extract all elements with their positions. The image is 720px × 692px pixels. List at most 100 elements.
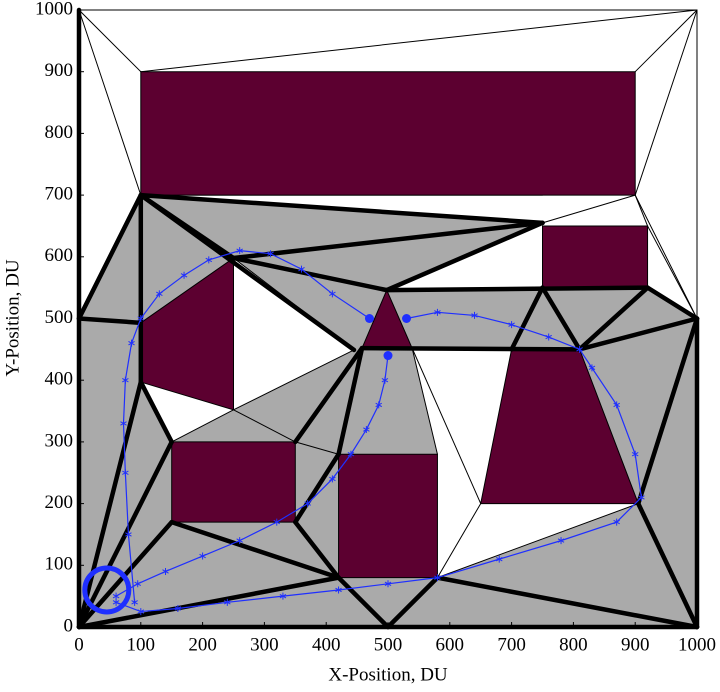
path-marker: [224, 598, 231, 606]
cell-boundary: [76, 192, 144, 321]
endpoint: [383, 351, 393, 361]
cell-boundary: [645, 285, 700, 321]
x-tick-label: 600: [436, 634, 465, 655]
path-marker: [588, 364, 596, 372]
y-tick-label: 400: [45, 369, 74, 390]
triangulation-edge: [634, 194, 698, 319]
path-marker: [384, 580, 392, 588]
path-marker: [613, 401, 620, 409]
triangulation-edge: [78, 9, 142, 73]
path-marker: [205, 256, 213, 264]
path-marker: [112, 592, 120, 600]
path-marker: [329, 290, 336, 298]
triangulation-edge: [171, 409, 234, 443]
x-tick-label: 700: [497, 634, 526, 655]
endpoint: [364, 314, 374, 323]
path-marker: [298, 265, 305, 273]
y-tick-label: 800: [45, 122, 74, 143]
path-marker: [128, 339, 135, 347]
triangulation-edge: [436, 503, 639, 579]
cell-boundary: [336, 345, 365, 457]
clear-region: [233, 258, 355, 410]
cell-boundary: [636, 316, 700, 506]
cell-boundary: [540, 285, 582, 352]
path-marker: [125, 530, 132, 538]
triangulation-edge: [634, 9, 698, 73]
path-marker: [638, 493, 645, 501]
y-axis-label: Y-Position, DU: [2, 259, 23, 376]
path-marker: [545, 333, 552, 341]
cell-boundary: [138, 379, 174, 445]
y-tick-label: 300: [45, 430, 74, 451]
cell-boundary: [76, 575, 341, 630]
cell-boundary: [76, 379, 144, 630]
path-marker: [137, 608, 145, 616]
triangulation-edge: [233, 349, 355, 411]
y-tick-label: 100: [45, 554, 74, 575]
path-marker: [557, 537, 565, 545]
cell-boundary: [76, 439, 174, 630]
y-tick-label: 200: [45, 492, 74, 513]
triangulation-edge: [411, 347, 438, 455]
path-marker: [613, 518, 620, 526]
cell-boundary: [636, 501, 700, 630]
triangulation-edge: [436, 503, 482, 579]
path-marker: [471, 311, 478, 319]
triangulation-edge: [647, 225, 698, 319]
path-marker: [375, 401, 383, 409]
obstacle: [542, 225, 649, 289]
x-tick-label: 500: [374, 634, 403, 655]
path-marker: [576, 345, 583, 353]
x-tick-label: 800: [559, 634, 588, 655]
path-marker: [122, 376, 129, 384]
x-tick-label: 300: [250, 634, 279, 655]
cell-boundary: [336, 575, 391, 630]
x-tick-label: 400: [312, 634, 341, 655]
path-marker: [347, 450, 355, 458]
x-tick-label: 900: [621, 634, 650, 655]
start-marker: [82, 565, 132, 615]
path-marker: [381, 376, 389, 384]
endpoint: [402, 314, 412, 323]
path-marker: [156, 290, 163, 298]
cell-boundary: [169, 519, 341, 580]
path-marker: [267, 250, 274, 258]
path-marker: [180, 271, 188, 279]
triangulation-edge: [140, 9, 698, 73]
triangulation-edge: [634, 9, 698, 196]
cell-boundary: [293, 519, 341, 580]
cell-boundary: [76, 316, 144, 326]
triangulation-edge: [411, 347, 482, 505]
path-marker: [162, 567, 169, 575]
path-marker: [279, 592, 287, 600]
path-marker: [236, 537, 243, 545]
y-tick-label: 1000: [35, 0, 73, 19]
obstacle: [140, 71, 636, 196]
triangulation-edge: [78, 9, 142, 196]
triangulation-edge: [294, 441, 340, 455]
cell-boundary: [385, 575, 440, 630]
cell-boundary: [509, 285, 545, 352]
cell-boundary: [138, 192, 357, 353]
path-marker: [174, 604, 182, 612]
path-marker: [112, 598, 120, 606]
path-marker: [131, 598, 138, 606]
y-tick-label: 700: [45, 183, 74, 204]
path-marker: [495, 555, 503, 563]
y-tick-label: 900: [45, 60, 74, 81]
path-marker: [434, 308, 441, 316]
cell-boundary: [359, 345, 582, 352]
path-marker: [122, 469, 129, 477]
path-marker: [304, 500, 311, 508]
path-marker: [363, 426, 370, 434]
x-tick-label: 1000: [678, 634, 716, 655]
path-marker: [137, 315, 145, 322]
obstacle: [338, 453, 438, 579]
path-marker: [199, 552, 206, 560]
axes-frame: [78, 9, 698, 628]
y-tick-label: 600: [45, 245, 74, 266]
x-tick-label: 100: [127, 634, 156, 655]
cell-boundary: [293, 345, 365, 445]
